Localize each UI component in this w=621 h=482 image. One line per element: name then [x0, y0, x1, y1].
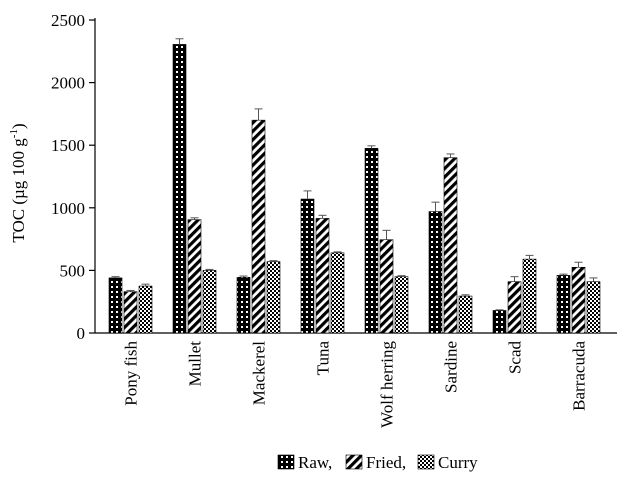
bar-raw-barracuda	[556, 275, 571, 334]
bar-curry-tuna	[330, 252, 345, 334]
y-tick-label: 1500	[51, 136, 85, 155]
bar-curry-mackerel	[266, 261, 281, 334]
bar-fried-mackerel	[251, 119, 266, 334]
legend-label-fried: Fried,	[366, 453, 406, 472]
bar-fried-barracuda	[571, 266, 586, 334]
y-axis-label-sup: -1	[8, 129, 20, 138]
x-tick-label: Tuna	[314, 341, 333, 376]
legend-label-curry: Curry	[438, 453, 478, 472]
y-axis-label-main: TOC (µg 100 g	[9, 138, 28, 243]
bar-fried-tuna	[315, 218, 330, 334]
bar-raw-sardine	[428, 211, 443, 334]
bar-raw-mackerel	[236, 276, 251, 334]
legend: Raw, Fried, Curry	[277, 453, 478, 472]
x-tick-label: Barracuda	[570, 341, 589, 411]
bar-curry-barracuda	[586, 281, 601, 334]
bar-curry-wolf-herring	[394, 276, 409, 334]
bar-fried-scad	[507, 281, 522, 334]
bar-raw-pony-fish	[108, 277, 123, 334]
y-tick-label: 500	[60, 261, 86, 280]
bar-fried-sardine	[443, 157, 458, 334]
legend-swatch-fried	[345, 454, 363, 470]
bar-raw-wolf-herring	[364, 148, 379, 334]
x-tick-label: Sardine	[442, 341, 461, 393]
x-tick-label: Pony fish	[122, 341, 141, 406]
bar-curry-mullet	[202, 270, 217, 334]
bar-raw-mullet	[172, 44, 187, 334]
legend-swatch-curry	[417, 454, 435, 470]
bars-group	[108, 38, 601, 334]
bar-raw-tuna	[300, 198, 315, 334]
y-axis-label-close: )	[9, 123, 28, 129]
x-tick-label: Mullet	[186, 341, 205, 387]
y-axis-label: TOC (µg 100 g-1)	[8, 123, 28, 242]
x-tick-labels: Pony fish Mullet Mackerel Tuna Wolf herring S…	[122, 341, 589, 428]
bar-raw-scad	[492, 310, 507, 334]
y-tick-label: 0	[77, 324, 86, 343]
bar-curry-pony-fish	[138, 285, 153, 334]
axes: 0 500 1000 1500 2000 2500	[51, 11, 617, 343]
x-tick-label: Wolf herring	[378, 341, 397, 428]
legend-label-raw: Raw,	[298, 453, 332, 472]
y-tick-label: 2000	[51, 74, 85, 93]
bar-curry-scad	[522, 258, 537, 334]
x-tick-label: Scad	[506, 341, 525, 375]
bar-fried-wolf-herring	[379, 239, 394, 334]
legend-swatch-raw	[277, 454, 295, 470]
y-tick-label: 2500	[51, 11, 85, 30]
bar-curry-sardine	[458, 295, 473, 334]
x-tick-label: Mackerel	[250, 341, 269, 405]
bar-fried-mullet	[187, 219, 202, 334]
y-tick-label: 1000	[51, 199, 85, 218]
bar-fried-pony-fish	[123, 291, 138, 334]
